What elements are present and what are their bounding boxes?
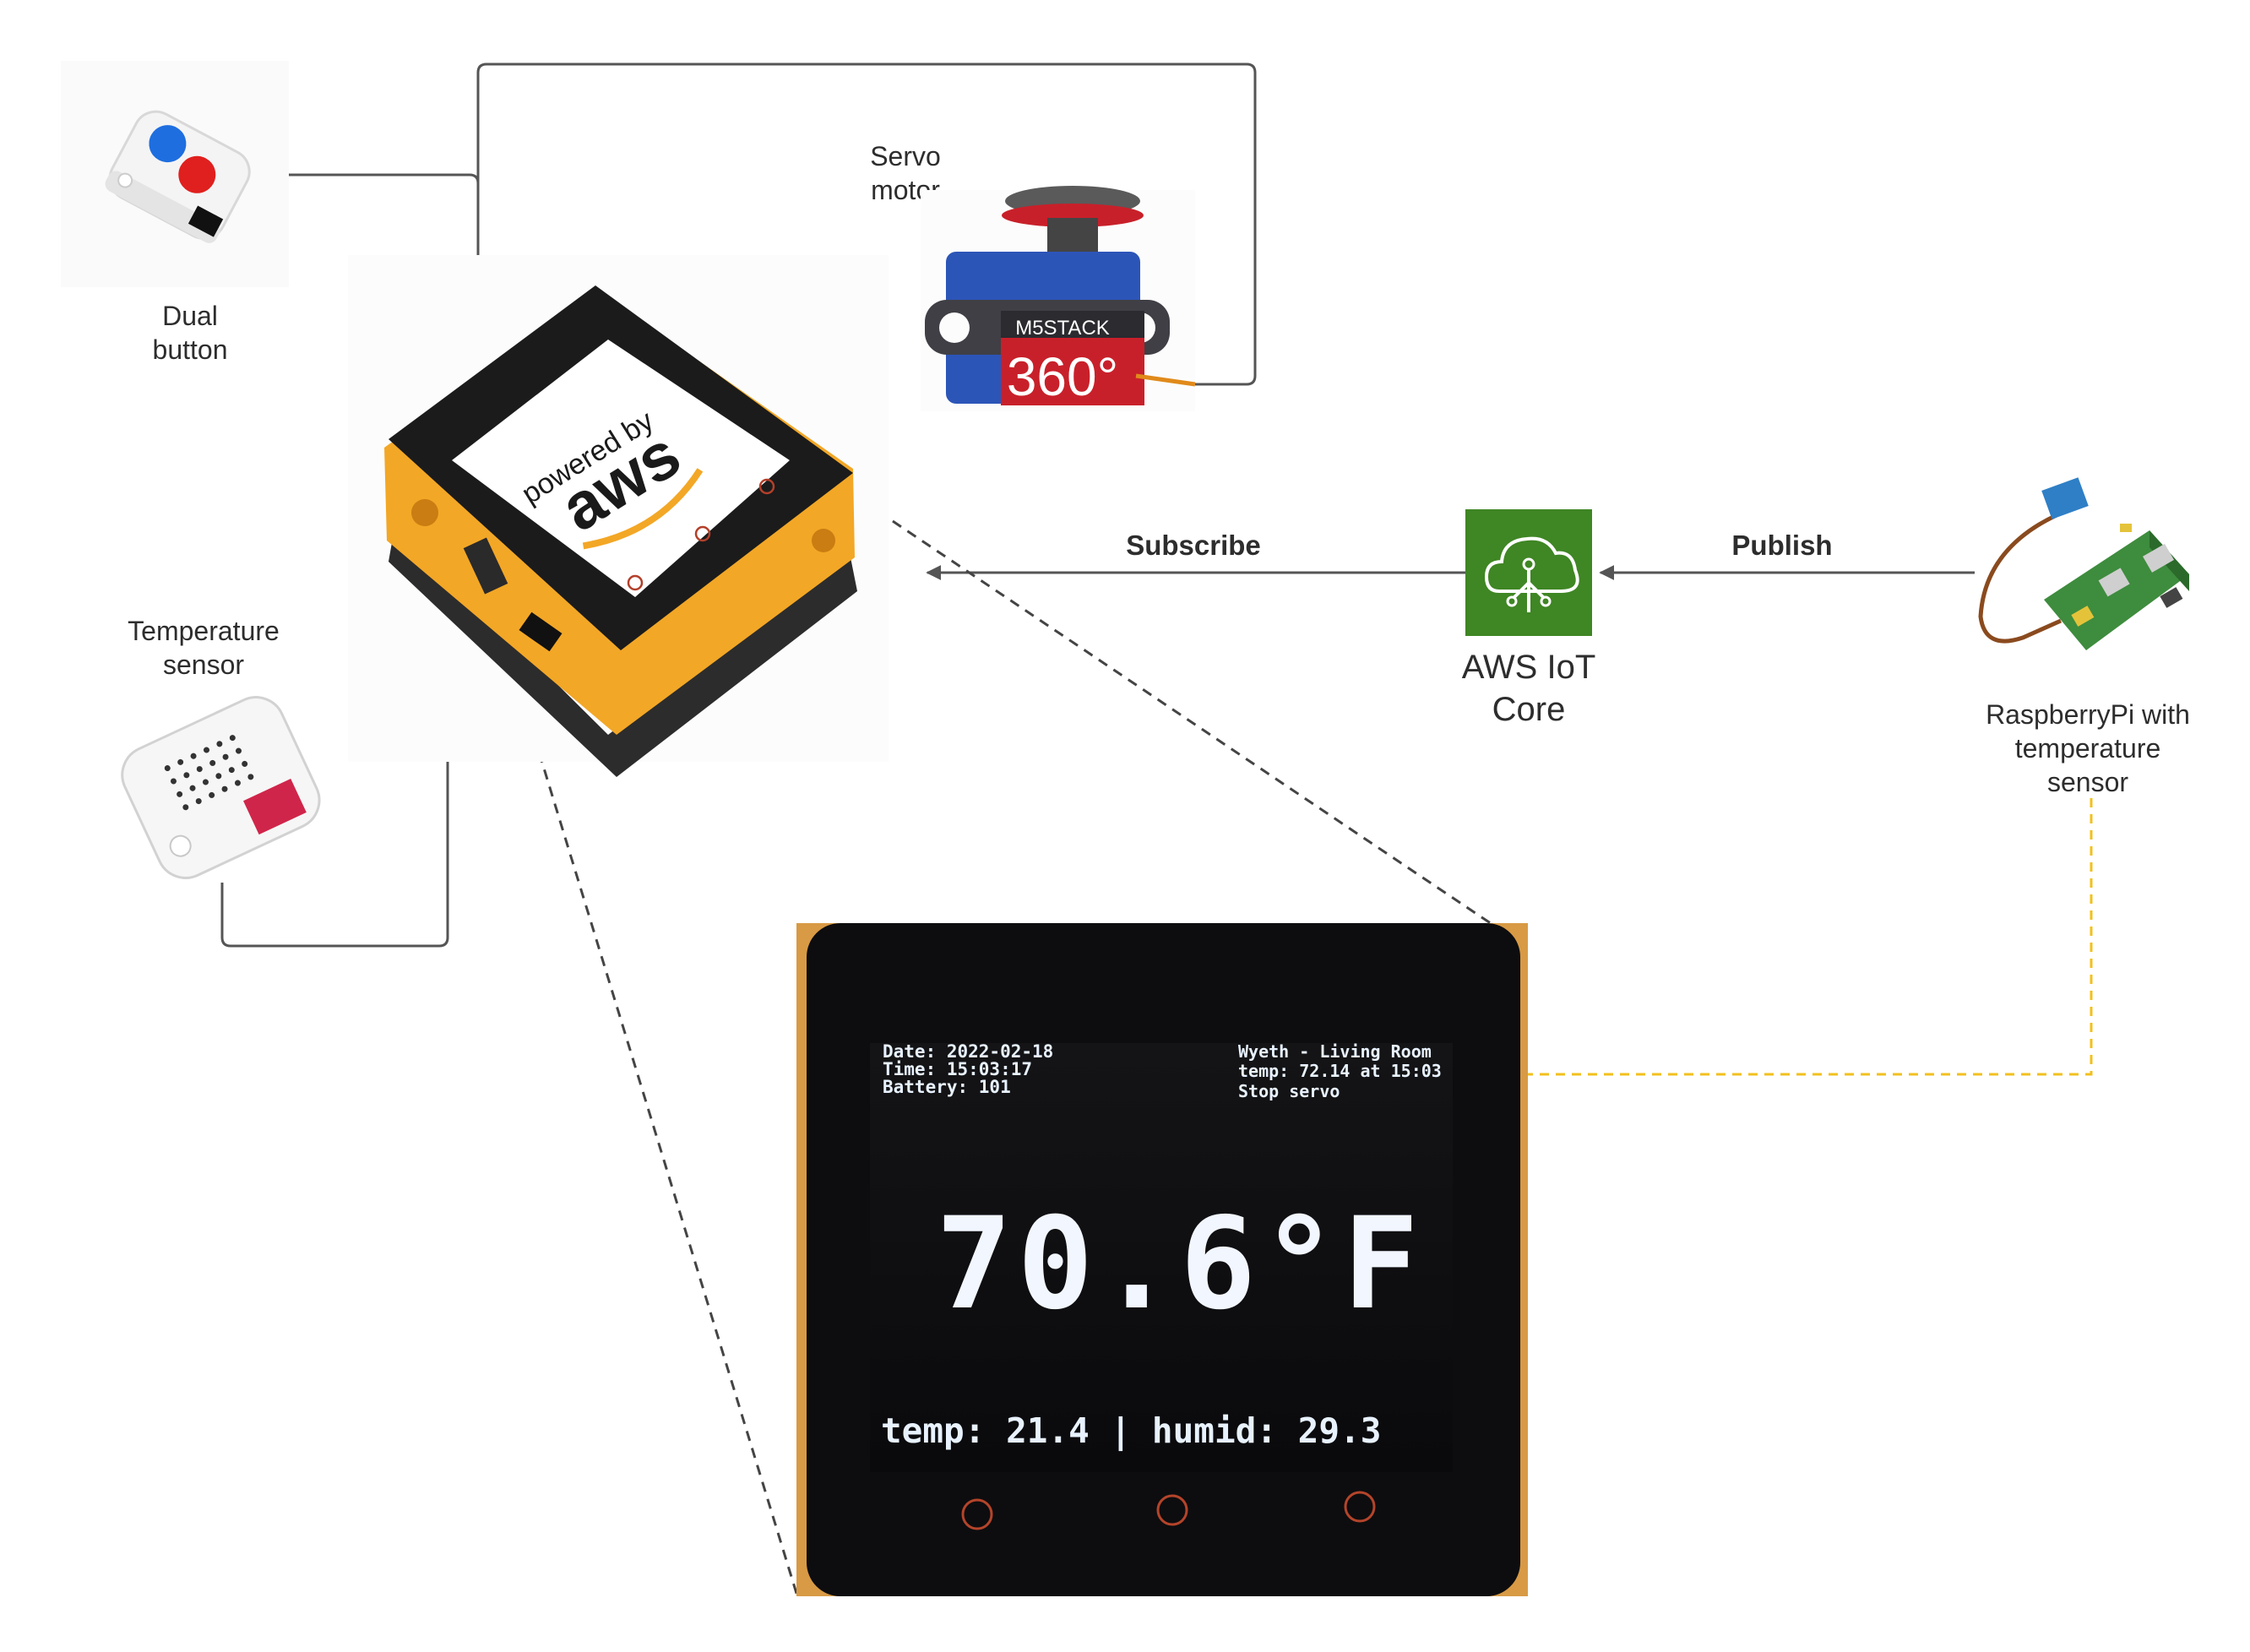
lcd-closeup-photo: Date: 2022-02-18 Time: 15:03:17 Battery:… <box>796 923 1528 1596</box>
raspberry-pi-unit <box>1978 477 2189 650</box>
red-button-icon <box>178 155 216 193</box>
dual-button-unit <box>61 61 289 287</box>
aws-iot-core-service <box>1465 509 1592 636</box>
servo-label-line1: Servo <box>870 141 941 171</box>
servo-motor-unit: M5STACK 360° <box>921 186 1196 411</box>
lcd-battery: Battery: 101 <box>883 1077 1011 1097</box>
lcd-button-b <box>1156 1494 1188 1526</box>
dual-button-label-line2: button <box>153 334 228 365</box>
aws-iot-core-label-line2: Core <box>1492 691 1566 728</box>
dual-button-label-line1: Dual <box>162 301 218 331</box>
lcd-button-a <box>961 1498 993 1530</box>
lcd-main-temperature: 70.6°F <box>936 1191 1424 1338</box>
aws-smile-icon <box>582 468 704 550</box>
raspberry-pi-label-line3: sensor <box>2047 767 2128 797</box>
device-screen <box>452 340 790 597</box>
zoom-guide-right <box>789 450 1500 931</box>
lcd-screen <box>870 1043 1453 1472</box>
temp-sensor-label-line2: sensor <box>163 649 244 680</box>
subscribe-label: Subscribe <box>1126 530 1261 561</box>
connectors <box>220 62 2093 1600</box>
lcd-time: Time: 15:03:17 <box>883 1059 1032 1079</box>
lcd-date: Date: 2022-02-18 <box>883 1041 1053 1062</box>
servo-to-portb-line <box>476 62 1257 386</box>
publish-label: Publish <box>1731 530 1832 561</box>
servo-brand-text: M5STACK <box>1015 317 1110 340</box>
aws-iot-core-label-line1: AWS IoT <box>1462 649 1596 686</box>
raspberry-pi-label-line2: temperature <box>2015 733 2161 764</box>
blue-button-icon <box>149 125 187 163</box>
lcd-footer-readout: temp: 21.4 | humid: 29.3 <box>881 1410 1381 1452</box>
temp-sensor-label-line1: Temperature <box>128 616 280 646</box>
temperature-sensor-unit <box>121 696 321 879</box>
lcd-remote-temp: temp: 72.14 at 15:03 <box>1238 1061 1442 1081</box>
raspberry-pi-label-line1: RaspberryPi with <box>1986 699 2190 730</box>
raspberry-to-lcd-dashed-line <box>1470 798 2093 1082</box>
lcd-button-c <box>1344 1491 1376 1523</box>
sensor-vent-grid <box>164 735 254 811</box>
dht-sensor-icon <box>2041 477 2089 519</box>
lcd-location: Wyeth - Living Room <box>1238 1041 1432 1062</box>
m5stack-core-device: powered by aws <box>348 255 889 777</box>
servo-rating-text: 360° <box>1007 346 1118 407</box>
lcd-servo-status: Stop servo <box>1238 1081 1340 1101</box>
